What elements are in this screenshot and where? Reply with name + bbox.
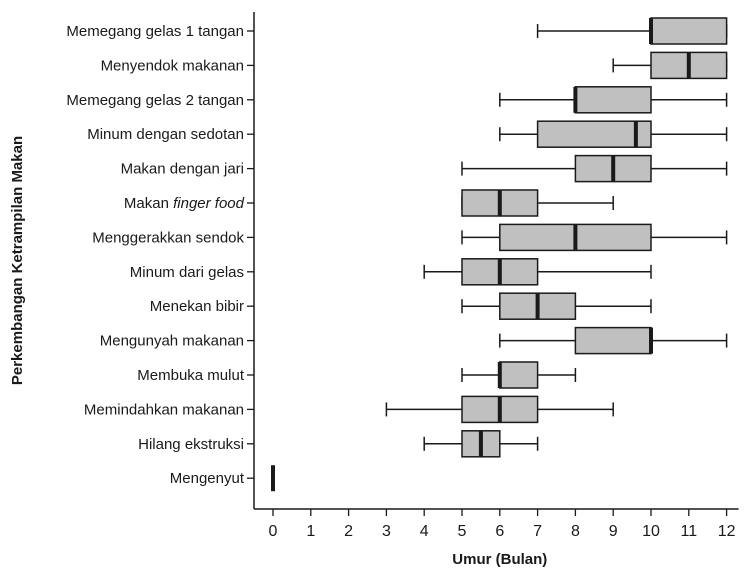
category-label: Mengunyah makanan <box>100 333 244 350</box>
iqr-box <box>536 120 652 148</box>
x-tick-label: 8 <box>571 523 580 540</box>
x-tick-label: 12 <box>718 523 736 540</box>
iqr-box <box>650 17 728 45</box>
x-tick-label: 1 <box>306 523 315 540</box>
x-tick-label: 3 <box>382 523 391 540</box>
iqr-box <box>574 86 652 114</box>
category-label: Memegang gelas 1 tangan <box>66 23 244 40</box>
category-label: Mengenyut <box>170 470 245 487</box>
category-label: Memegang gelas 2 tangan <box>66 92 244 109</box>
category-label: Menggerakkan sendok <box>92 229 244 246</box>
x-tick-label: 6 <box>495 523 504 540</box>
category-label: Memindahkan makanan <box>84 401 244 418</box>
category-label: Makan finger food <box>124 195 245 212</box>
x-tick-label: 10 <box>642 523 660 540</box>
iqr-box <box>499 361 539 389</box>
category-label: Makan dengan jari <box>121 161 244 178</box>
category-label: Menekan bibir <box>150 298 244 315</box>
x-tick-label: 0 <box>269 523 278 540</box>
x-tick-label: 5 <box>458 523 467 540</box>
iqr-box <box>574 326 652 355</box>
y-axis-title: Perkembangan Ketrampilan Makan <box>9 136 26 385</box>
x-tick-label: 7 <box>533 523 542 540</box>
category-label: Hilang ekstruksi <box>138 436 244 453</box>
x-tick-label: 9 <box>609 523 618 540</box>
category-label: Minum dengan sedotan <box>87 126 244 143</box>
category-label: Membuka mulut <box>137 367 245 384</box>
x-axis-title: Umur (Bulan) <box>452 551 547 568</box>
category-label: Minum dari gelas <box>130 264 244 281</box>
x-tick-label: 11 <box>680 523 697 540</box>
x-tick-label: 2 <box>344 523 353 540</box>
x-tick-label: 4 <box>420 523 429 540</box>
category-label: Menyendok makanan <box>101 57 244 74</box>
